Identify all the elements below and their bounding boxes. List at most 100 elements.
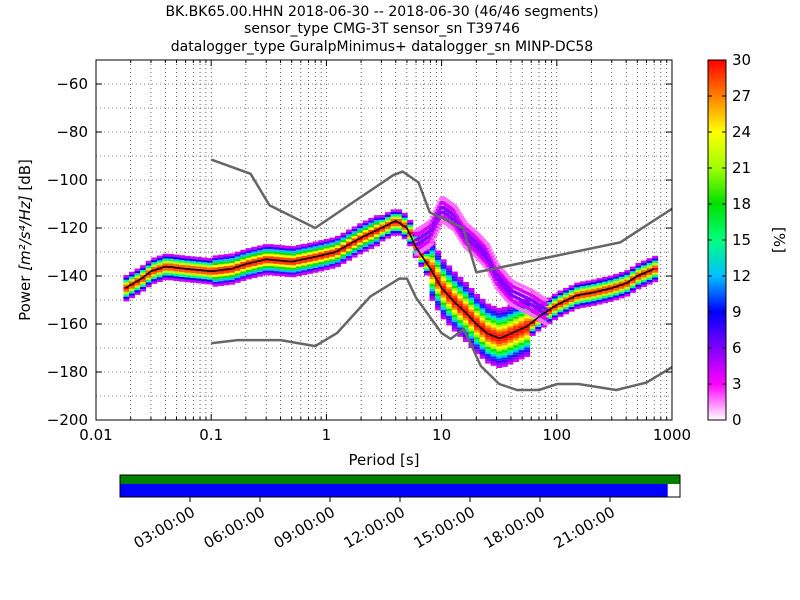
- psd-cell: [613, 276, 620, 279]
- psd-cell: [251, 251, 258, 255]
- psd-cell: [435, 272, 442, 275]
- psd-cell: [479, 356, 486, 359]
- psd-cell: [482, 245, 488, 248]
- psd-cell: [234, 270, 241, 274]
- psd-cell: [585, 299, 592, 303]
- psd-cell: [613, 283, 620, 286]
- psd-cell: [551, 312, 558, 316]
- psd-cell: [256, 264, 263, 268]
- psd-cell: [435, 223, 441, 226]
- psd-cell: [438, 202, 444, 205]
- psd-cell: [474, 255, 480, 258]
- psd-cell: [524, 332, 531, 336]
- psd-cell: [471, 229, 477, 232]
- psd-cell: [173, 264, 180, 267]
- psd-cell: [456, 235, 462, 238]
- psd-cell: [499, 274, 505, 277]
- psd-cell: [446, 277, 453, 280]
- psd-cell: [489, 261, 495, 264]
- psd-cell: [435, 255, 442, 258]
- psd-cell: [476, 248, 482, 252]
- psd-cell: [329, 242, 336, 245]
- psd-cell: [459, 239, 465, 242]
- psd-cell: [479, 301, 486, 304]
- psd-cell: [546, 297, 553, 300]
- y-tick-label: −140: [47, 267, 88, 285]
- psd-cell: [384, 212, 391, 215]
- psd-cell: [396, 216, 403, 219]
- psd-cell: [437, 220, 443, 223]
- psd-cell: [427, 244, 433, 247]
- psd-cell: [535, 326, 542, 330]
- psd-cell: [457, 322, 464, 325]
- psd-cell: [501, 342, 508, 346]
- psd-cell: [329, 247, 336, 250]
- psd-cell: [518, 352, 525, 355]
- psd-cell: [501, 323, 508, 327]
- psd-cell: [585, 280, 592, 283]
- psd-cell: [329, 244, 336, 248]
- psd-cell: [346, 248, 353, 252]
- psd-cell: [307, 252, 314, 255]
- psd-cell: [368, 227, 375, 230]
- psd-cell: [596, 282, 603, 286]
- psd-cell: [134, 285, 141, 288]
- psd-cell: [423, 249, 430, 252]
- psd-cell: [507, 318, 514, 322]
- psd-cell: [501, 350, 508, 353]
- psd-cell: [596, 294, 603, 298]
- psd-cell: [482, 240, 488, 243]
- psd-cell: [435, 252, 442, 256]
- psd-cell: [128, 281, 135, 284]
- psd-cell: [465, 229, 471, 232]
- psd-cell: [351, 236, 358, 239]
- psd-cell: [491, 271, 497, 274]
- psd-cell: [454, 213, 460, 217]
- psd-cell: [479, 298, 486, 302]
- psd-cell: [493, 264, 499, 268]
- psd-cell: [496, 324, 503, 328]
- psd-cell: [504, 274, 510, 277]
- psd-cell: [446, 315, 453, 319]
- psd-cell: [329, 239, 336, 243]
- psd-cell: [184, 260, 191, 264]
- psd-cell: [390, 209, 397, 212]
- psd-cell: [590, 281, 597, 285]
- psd-cell: [312, 251, 319, 254]
- psd-cell: [179, 279, 186, 282]
- psd-cell: [167, 268, 174, 271]
- psd-cell: [307, 266, 314, 270]
- psd-cell: [501, 345, 508, 348]
- psd-cell: [495, 283, 501, 286]
- psd-cell: [468, 226, 474, 230]
- psd-cell: [262, 270, 269, 273]
- psd-cell: [190, 263, 197, 267]
- psd-cell: [507, 314, 514, 317]
- psd-cell: [501, 306, 508, 310]
- psd-cell: [273, 266, 280, 269]
- psd-cell: [507, 321, 514, 324]
- psd-cell: [412, 241, 419, 244]
- psd-cell: [491, 257, 497, 260]
- psd-cell: [478, 250, 484, 253]
- psd-cell: [474, 246, 480, 249]
- psd-cell: [482, 249, 488, 253]
- psd-cell: [256, 257, 263, 260]
- psd-cell: [474, 327, 481, 330]
- psd-cell: [256, 269, 263, 272]
- psd-cell: [212, 265, 219, 268]
- psd-cell: [290, 250, 297, 254]
- psd-cell: [474, 329, 481, 333]
- psd-cell: [307, 259, 314, 262]
- psd-cell: [357, 249, 364, 253]
- psd-cell: [513, 333, 520, 336]
- psd-cell: [502, 291, 508, 294]
- psd-cell: [431, 231, 437, 235]
- psd-cell: [451, 314, 458, 318]
- psd-cell: [474, 293, 481, 297]
- psd-cell: [457, 300, 464, 304]
- psd-cell: [462, 308, 469, 311]
- psd-cell: [390, 230, 397, 234]
- psd-cell: [618, 288, 625, 292]
- psd-cell: [624, 284, 631, 287]
